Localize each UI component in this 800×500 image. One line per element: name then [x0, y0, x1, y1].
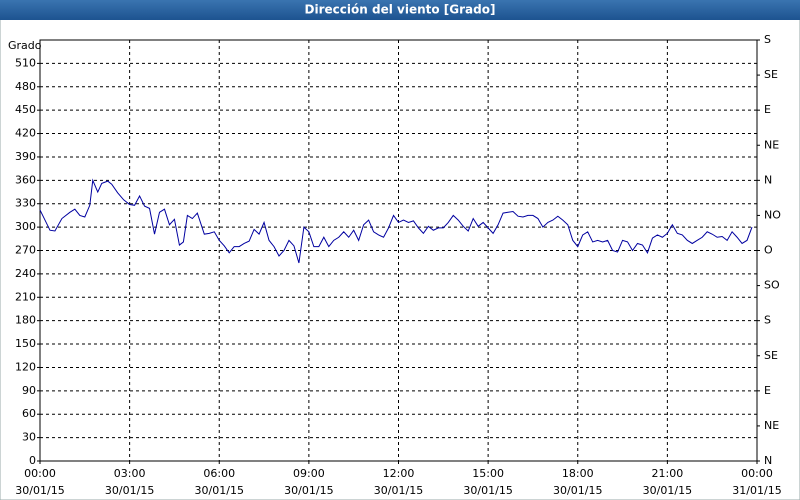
y-tick-label: 360	[15, 173, 36, 186]
y-tick-label: 420	[15, 127, 36, 140]
data-line	[39, 178, 753, 264]
y-tick-label: 60	[22, 407, 36, 420]
y-tick-label: 390	[15, 150, 36, 163]
y2-tick-label: E	[764, 103, 771, 116]
x-tick-label: 30/01/15	[463, 484, 512, 497]
y2-tick-label: SE	[764, 349, 778, 362]
x-tick-label: 03:00	[114, 467, 146, 480]
y2-tick-label: N	[764, 173, 772, 186]
title-bar	[0, 0, 800, 20]
x-tick-label: 30/01/15	[284, 484, 333, 497]
y2-tick-label: S	[764, 33, 771, 46]
y2-tick-label: NE	[764, 419, 779, 432]
y-tick-label: 90	[22, 384, 36, 397]
y2-tick-label: O	[764, 244, 773, 257]
y-tick-label: 330	[15, 197, 36, 210]
x-tick-label: 21:00	[652, 467, 684, 480]
x-tick-label: 06:00	[203, 467, 235, 480]
y-tick-label: 150	[15, 337, 36, 350]
y-tick-label: 180	[15, 314, 36, 327]
x-tick-label: 15:00	[472, 467, 504, 480]
x-tick-label: 30/01/15	[374, 484, 423, 497]
y-axis-label: Grado	[8, 39, 42, 52]
y2-tick-label: NO	[764, 208, 781, 221]
y2-tick-label: SE	[764, 68, 778, 81]
plot-border	[39, 39, 758, 462]
y-tick-label: 450	[15, 103, 36, 116]
x-tick-label: 30/01/15	[553, 484, 602, 497]
x-tick-label: 18:00	[562, 467, 594, 480]
y-tick-label: 510	[15, 56, 36, 69]
y-tick-label: 300	[15, 220, 36, 233]
y-tick-label: 480	[15, 80, 36, 93]
x-tick-label: 30/01/15	[105, 484, 154, 497]
y-tick-label: 240	[15, 267, 36, 280]
y-tick-label: 0	[29, 454, 36, 467]
y-tick-label: 120	[15, 360, 36, 373]
x-tick-label: 30/01/15	[643, 484, 692, 497]
y2-tick-label: E	[764, 384, 771, 397]
x-tick-label: 00:00	[24, 467, 56, 480]
x-tick-label: 00:00	[741, 467, 773, 480]
chart-title: Dirección del viento [Grado]	[305, 3, 496, 17]
y-tick-label: 210	[15, 290, 36, 303]
x-tick-label: 09:00	[293, 467, 325, 480]
x-tick-label: 31/01/15	[732, 484, 781, 497]
y-tick-label: 30	[22, 431, 36, 444]
y-tick-label: 270	[15, 244, 36, 257]
x-tick-label: 12:00	[383, 467, 415, 480]
y2-tick-label: NE	[764, 138, 779, 151]
y2-tick-label: SO	[764, 279, 780, 292]
x-tick-label: 30/01/15	[195, 484, 244, 497]
x-tick-label: 30/01/15	[15, 484, 64, 497]
y2-tick-label: N	[764, 454, 772, 467]
y2-tick-label: S	[764, 314, 771, 327]
